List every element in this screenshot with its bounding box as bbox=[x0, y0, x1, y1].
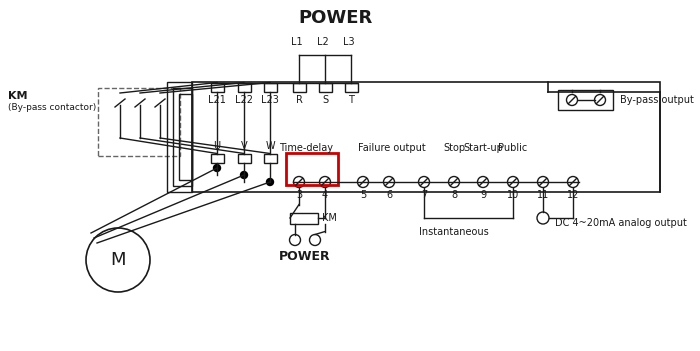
Bar bbox=[211, 153, 223, 163]
Text: Failure output: Failure output bbox=[358, 143, 426, 153]
Text: L3: L3 bbox=[343, 37, 355, 47]
Text: 6: 6 bbox=[386, 190, 392, 200]
Text: POWER: POWER bbox=[279, 250, 331, 263]
Text: L22: L22 bbox=[235, 95, 253, 105]
Bar bbox=[290, 212, 318, 224]
Bar bbox=[263, 153, 276, 163]
Text: U: U bbox=[214, 141, 220, 151]
Bar bbox=[167, 82, 192, 192]
Text: 12: 12 bbox=[567, 190, 579, 200]
Text: KM: KM bbox=[8, 91, 27, 101]
Text: 11: 11 bbox=[537, 190, 549, 200]
Text: By-pass output: By-pass output bbox=[620, 95, 694, 105]
Text: L2: L2 bbox=[317, 37, 329, 47]
Text: W: W bbox=[265, 141, 275, 151]
Text: L1: L1 bbox=[291, 37, 303, 47]
Text: T: T bbox=[348, 95, 354, 105]
Bar bbox=[344, 82, 358, 92]
Text: (By-pass contactor): (By-pass contactor) bbox=[8, 104, 97, 113]
Bar bbox=[237, 153, 251, 163]
Text: L21: L21 bbox=[208, 95, 226, 105]
Bar bbox=[179, 94, 192, 180]
Bar bbox=[192, 82, 660, 192]
Text: 8: 8 bbox=[451, 190, 457, 200]
Bar bbox=[173, 88, 192, 186]
Bar bbox=[286, 153, 338, 185]
Text: 3: 3 bbox=[296, 190, 302, 200]
Bar bbox=[293, 82, 305, 92]
Text: 5: 5 bbox=[360, 190, 366, 200]
Circle shape bbox=[241, 172, 248, 179]
Text: Start-up: Start-up bbox=[463, 143, 503, 153]
Bar bbox=[237, 82, 251, 92]
Text: Stop: Stop bbox=[443, 143, 465, 153]
Text: 4: 4 bbox=[322, 190, 328, 200]
Text: R: R bbox=[295, 95, 302, 105]
Bar bbox=[558, 90, 613, 110]
Text: 10: 10 bbox=[507, 190, 519, 200]
Bar bbox=[98, 88, 180, 156]
Text: S: S bbox=[322, 95, 328, 105]
Text: 7: 7 bbox=[421, 190, 427, 200]
Circle shape bbox=[267, 179, 274, 185]
Text: L23: L23 bbox=[261, 95, 279, 105]
Text: DC 4~20mA analog output: DC 4~20mA analog output bbox=[555, 218, 687, 228]
Circle shape bbox=[214, 165, 220, 172]
Bar bbox=[318, 82, 332, 92]
Text: Instantaneous: Instantaneous bbox=[419, 227, 489, 237]
Text: Time-delay: Time-delay bbox=[279, 143, 333, 153]
Text: M: M bbox=[111, 251, 126, 269]
Bar bbox=[263, 82, 276, 92]
Bar bbox=[211, 82, 223, 92]
Text: 9: 9 bbox=[480, 190, 486, 200]
Text: Public: Public bbox=[498, 143, 528, 153]
Text: POWER: POWER bbox=[298, 9, 372, 27]
Text: V: V bbox=[241, 141, 247, 151]
Text: KM: KM bbox=[322, 213, 337, 223]
